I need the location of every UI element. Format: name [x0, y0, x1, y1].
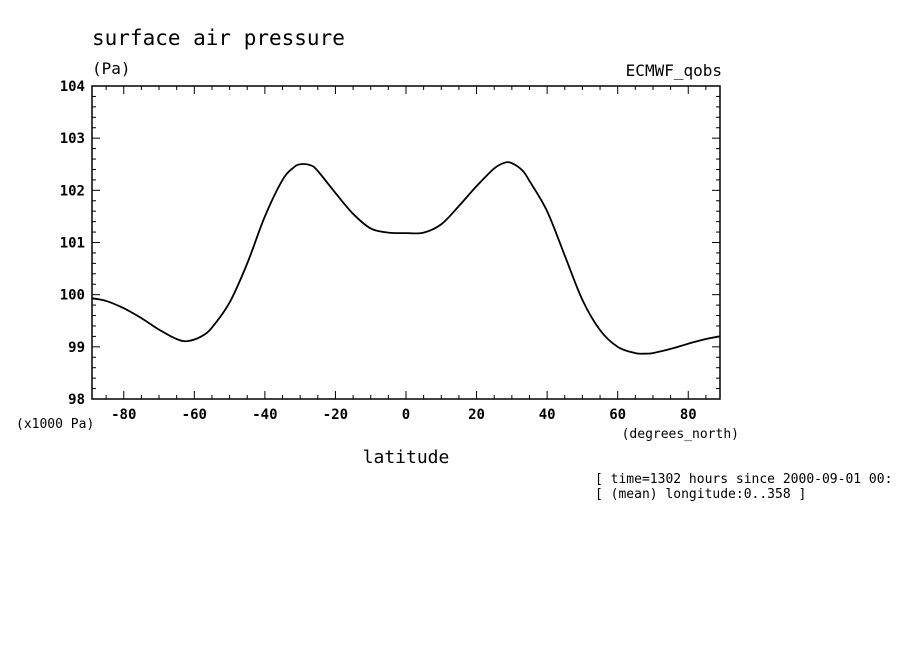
- x-tick-label: 20: [468, 407, 485, 423]
- y-tick-label: 103: [60, 131, 85, 147]
- y-units: (Pa): [92, 59, 131, 78]
- x-tick-label: 0: [402, 407, 410, 423]
- note-time: [ time=1302 hours since 2000-09-01 00:: [595, 472, 892, 487]
- y-tick-label: 104: [60, 79, 85, 95]
- x-axis-label: latitude: [363, 447, 450, 468]
- x-tick-labels: -80 -60 -40 -20 0 20 40 60 80: [111, 407, 697, 423]
- y-tick-label: 100: [60, 288, 85, 304]
- note-longitude: [ (mean) longitude:0..358 ]: [595, 487, 806, 502]
- dataset-label: ECMWF_qobs: [626, 61, 722, 80]
- series-line: [91, 161, 721, 355]
- x-units: (degrees_north): [622, 427, 739, 442]
- tick-marks: [92, 85, 720, 400]
- y-tick-labels: 98 99 100 101 102 103 104: [60, 79, 85, 408]
- y-tick-label: 101: [60, 236, 85, 252]
- plot-frame: [91, 85, 721, 400]
- x-tick-label: -40: [252, 407, 277, 423]
- y-scale-label: (x1000 Pa): [16, 417, 94, 432]
- x-tick-label: -20: [323, 407, 348, 423]
- x-tick-label: -60: [182, 407, 207, 423]
- chart-title: surface air pressure: [92, 26, 345, 50]
- x-tick-label: 60: [609, 407, 626, 423]
- y-tick-label: 98: [68, 392, 85, 408]
- y-tick-label: 99: [68, 340, 85, 356]
- x-tick-label: 40: [539, 407, 556, 423]
- x-tick-label: 80: [680, 407, 697, 423]
- y-tick-label: 102: [60, 183, 85, 199]
- x-tick-label: -80: [111, 407, 136, 423]
